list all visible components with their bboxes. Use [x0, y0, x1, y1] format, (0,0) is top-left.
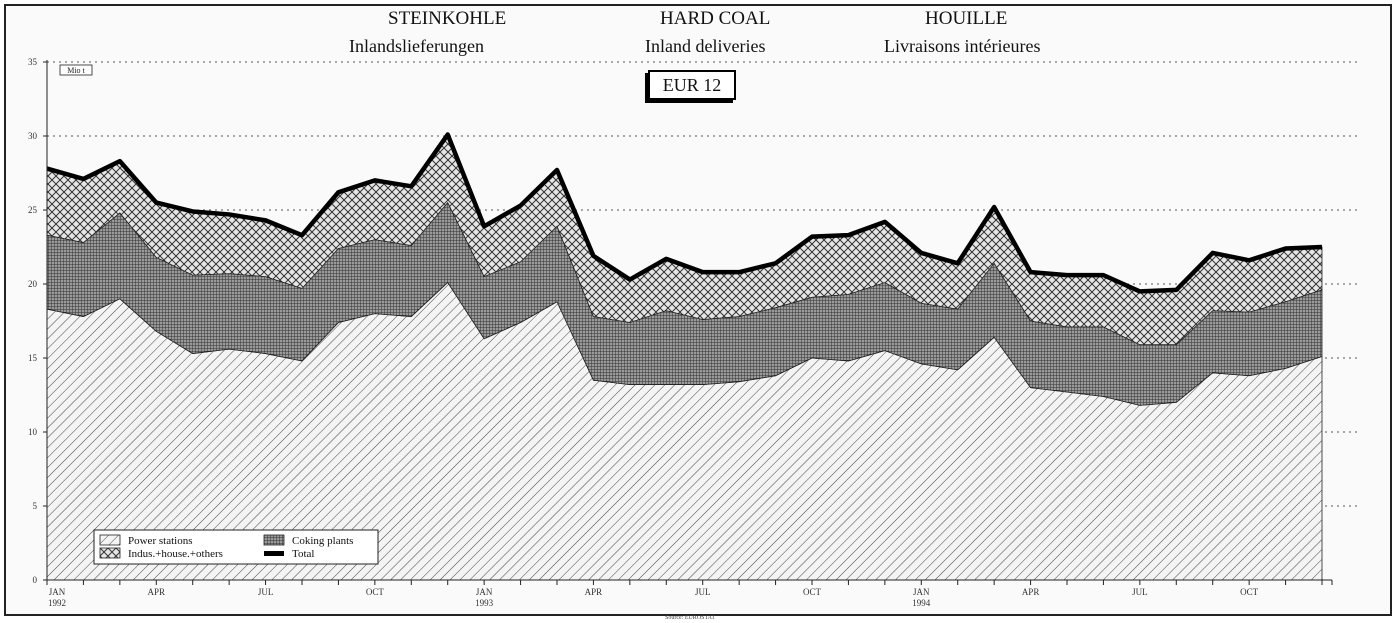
legend-swatch-power-stations	[99, 534, 121, 546]
legend-label-coking-plants: Coking plants	[292, 535, 353, 547]
y-tick-label-20: 20	[28, 279, 38, 289]
y-tick-label-25: 25	[28, 205, 38, 215]
x-tick-year: 1994	[912, 598, 931, 608]
x-tick-label: APR	[148, 587, 166, 597]
x-tick-label: OCT	[366, 587, 385, 597]
y-tick-label-5: 5	[33, 501, 38, 511]
legend-label-power-stations: Power stations	[128, 535, 192, 547]
source-note: Source: EUROSTAT	[665, 615, 715, 621]
legend-swatch-indus-house-others	[99, 547, 121, 559]
legend-swatch-coking-plants	[263, 534, 285, 546]
y-tick-label-0: 0	[33, 575, 38, 585]
legend-label-indus-house-others: Indus.+house.+others	[128, 548, 223, 560]
title-fr: HOUILLE	[925, 8, 1008, 29]
legend-swatch-total	[264, 551, 284, 556]
subtitle-de: Inlandslieferungen	[349, 36, 484, 56]
x-tick-label: OCT	[1240, 587, 1259, 597]
y-tick-label-10: 10	[28, 427, 38, 437]
x-tick-label: JAN	[913, 587, 930, 597]
series-line-total	[46, 132, 1323, 294]
x-tick-label: JUL	[1132, 587, 1148, 597]
y-tick-label-30: 30	[28, 131, 38, 141]
legend: Power stations Coking plants Indus.+hous…	[93, 529, 379, 565]
subtitle-en: Inland deliveries	[645, 36, 766, 56]
x-tick-label: APR	[585, 587, 603, 597]
x-tick-year: 1992	[48, 598, 66, 608]
region-label: EUR 12	[648, 70, 736, 100]
title-de: STEINKOHLE	[388, 8, 507, 29]
x-tick-label: JAN	[49, 587, 66, 597]
x-tick-label: OCT	[803, 587, 822, 597]
y-tick-label-15: 15	[28, 353, 38, 363]
x-tick-year: 1993	[475, 598, 494, 608]
x-tick-label: JUL	[258, 587, 274, 597]
unit-box	[59, 64, 93, 76]
y-tick-label-35: 35	[28, 57, 38, 67]
x-tick-label: APR	[1022, 587, 1040, 597]
subtitle-fr: Livraisons intérieures	[884, 36, 1041, 56]
legend-label-total: Total	[292, 548, 314, 560]
x-tick-label: JAN	[476, 587, 493, 597]
legend-box	[93, 529, 379, 565]
x-tick-label: JUL	[695, 587, 711, 597]
title-en: HARD COAL	[660, 8, 771, 29]
unit-label: Mio t	[67, 66, 85, 75]
